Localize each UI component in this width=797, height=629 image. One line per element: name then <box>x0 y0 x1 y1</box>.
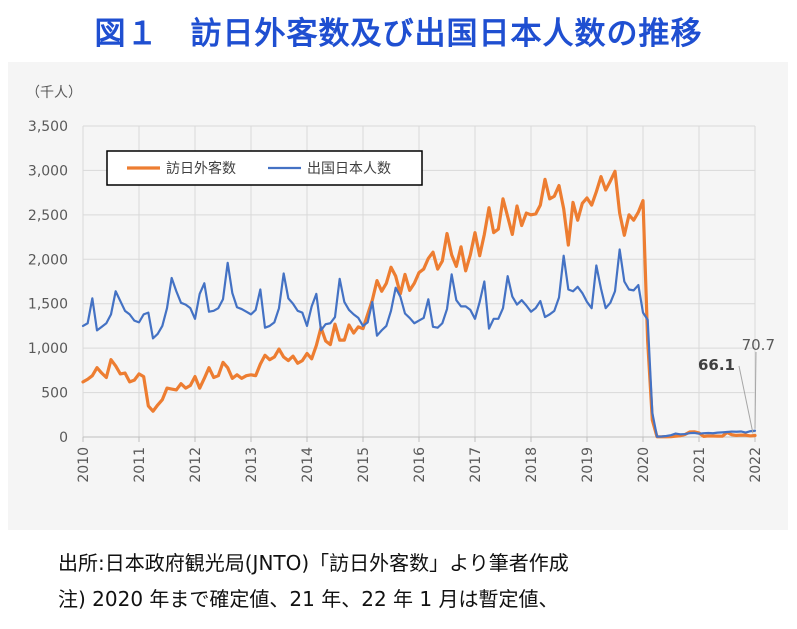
legend-item-visitors-label: 訪日外客数 <box>166 160 236 177</box>
x-tick-label: 2011 <box>132 447 148 483</box>
y-tick-label: 1,500 <box>28 297 68 313</box>
y-tick-label: 1,000 <box>28 341 68 357</box>
x-tick-label: 2018 <box>524 447 540 483</box>
data-label-leader <box>738 365 754 434</box>
x-tick-label: 2020 <box>636 447 652 483</box>
y-tick-label: 3,000 <box>28 163 68 179</box>
y-tick-label: 3,500 <box>28 119 68 135</box>
figure-title: 図１ 訪日外客数及び出国日本人数の推移 <box>94 16 703 52</box>
x-tick-label: 2017 <box>468 447 484 483</box>
x-tick-label: 2016 <box>412 447 428 483</box>
data-label-visitors: 66.1 <box>698 356 735 374</box>
x-tick-label: 2015 <box>356 447 372 483</box>
x-tick-label: 2022 <box>748 447 764 483</box>
x-tick-label: 2019 <box>580 447 596 483</box>
series-line-departures <box>81 248 757 438</box>
x-tick-label: 2021 <box>692 447 708 483</box>
y-axis: （千人） 0 500 1,000 1,500 2,000 2,500 3,000 3,500 <box>26 85 82 446</box>
data-labels: 66.1 70.7 <box>698 336 775 434</box>
x-tick-label: 2014 <box>300 447 316 483</box>
y-tick-label: 0 <box>59 430 68 446</box>
x-tick-label: 2010 <box>76 447 92 483</box>
source-note: 出所:日本政府観光局(JNTO)「訪日外客数」より筆者作成 <box>58 551 569 575</box>
y-axis-unit-label: （千人） <box>26 85 82 101</box>
y-tick-label: 2,500 <box>28 208 68 224</box>
y-tick-label: 2,000 <box>28 252 68 268</box>
footnote: 注) 2020 年まで確定値、21 年、22 年 1 月は暫定値、 <box>58 587 559 611</box>
chart-panel <box>8 62 788 530</box>
legend-item-departures-label: 出国日本人数 <box>307 161 391 177</box>
x-tick-label: 2012 <box>188 447 204 483</box>
y-tick-label: 500 <box>41 386 68 402</box>
series-line-visitors <box>81 169 757 439</box>
x-tick-label: 2013 <box>244 447 260 483</box>
line-chart: （千人） 0 500 1,000 1,500 2,000 2,500 3,000 3,500 2… <box>26 85 775 483</box>
legend: 訪日外客数 出国日本人数 <box>106 150 423 186</box>
series-lines <box>81 169 757 439</box>
x-axis: 2010 2011 2012 2013 2014 2015 2016 2017 2018 2019… <box>76 436 764 483</box>
data-label-departures: 70.7 <box>742 336 775 354</box>
data-label-leader <box>754 351 757 429</box>
